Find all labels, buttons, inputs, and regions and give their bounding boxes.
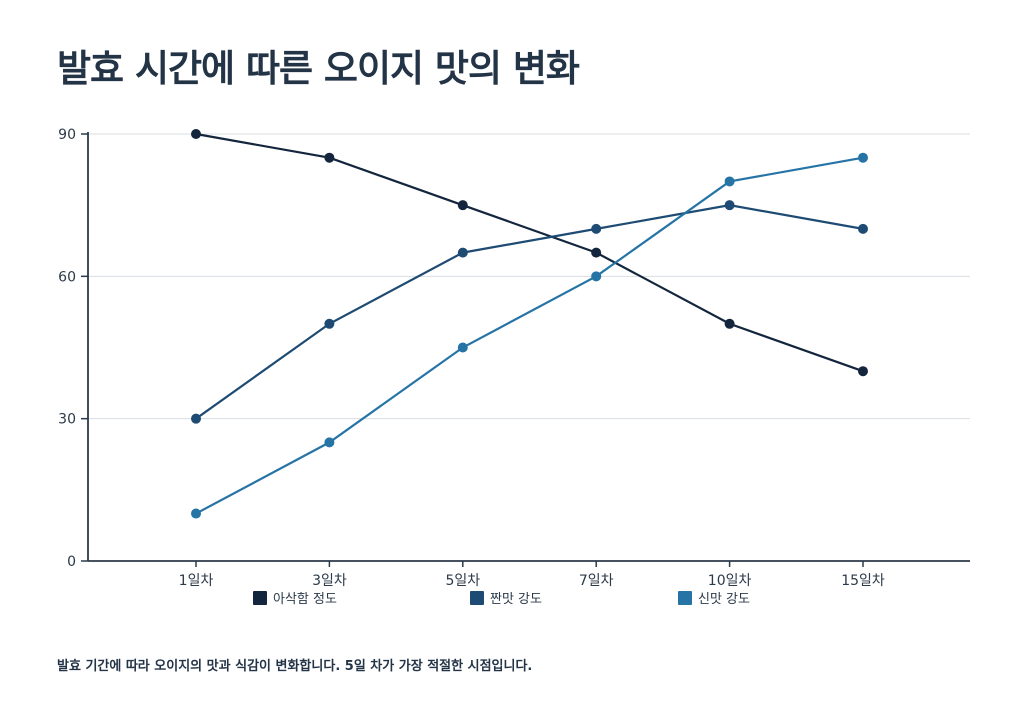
data-point xyxy=(858,223,868,234)
x-tick-label: 7일차 xyxy=(579,573,614,589)
x-tick-label: 3일차 xyxy=(312,573,347,589)
series-line-1 xyxy=(195,132,864,373)
series-group xyxy=(191,129,868,519)
x-tick-label: 10일차 xyxy=(708,573,752,589)
y-tick-label: 30 xyxy=(58,412,76,428)
legend-label-2: 짠맛 강도 xyxy=(490,592,542,607)
data-point xyxy=(324,318,335,329)
data-point xyxy=(324,437,335,448)
data-point xyxy=(591,223,602,234)
axes: 0 30 60 90 1일차 3일차 5일차 7일차 10일차 15일차 xyxy=(58,127,970,589)
series-line-3 xyxy=(195,156,864,515)
data-point xyxy=(724,318,735,329)
legend-swatch-1 xyxy=(253,591,267,605)
data-point xyxy=(457,200,468,211)
x-tick-label: 1일차 xyxy=(179,573,214,589)
data-point xyxy=(457,247,468,258)
data-point xyxy=(457,342,468,353)
data-point xyxy=(591,247,602,258)
y-tick-label: 60 xyxy=(58,269,76,285)
data-point xyxy=(191,413,201,424)
series-line-2 xyxy=(195,204,864,420)
data-point xyxy=(724,176,735,187)
legend-swatch-2 xyxy=(470,591,484,605)
data-point xyxy=(191,129,201,139)
data-point xyxy=(591,271,602,282)
legend-label-1: 아삭함 정도 xyxy=(273,592,337,607)
legend-swatch-3 xyxy=(678,591,692,605)
y-tick-label: 0 xyxy=(67,554,76,570)
x-tick-label: 5일차 xyxy=(445,573,480,589)
legend-label-3: 신맛 강도 xyxy=(698,592,750,607)
data-point xyxy=(324,152,335,163)
data-point xyxy=(858,366,868,377)
legend: 아삭함 정도 짠맛 강도 신맛 강도 xyxy=(253,591,750,607)
data-point xyxy=(191,508,201,519)
y-tick-label: 90 xyxy=(58,127,76,143)
chart-footnote: 발효 기간에 따라 오이지의 맛과 식감이 변화합니다. 5일 차가 가장 적절… xyxy=(57,659,533,674)
data-point xyxy=(724,200,735,211)
grid xyxy=(88,133,970,420)
page-title: 발효 시간에 따른 오이지 맛의 변화 xyxy=(57,47,580,90)
x-tick-label: 15일차 xyxy=(841,573,885,589)
data-point xyxy=(858,152,868,163)
